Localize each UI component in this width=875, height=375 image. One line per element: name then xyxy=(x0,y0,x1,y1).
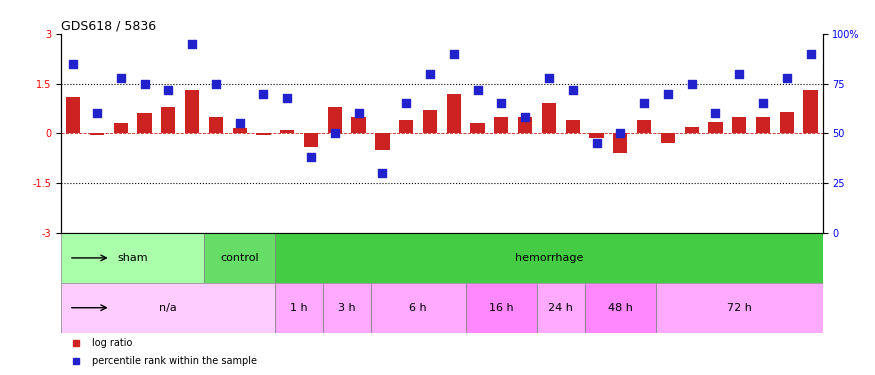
Point xyxy=(304,154,318,160)
Text: percentile rank within the sample: percentile rank within the sample xyxy=(92,356,256,366)
Bar xyxy=(756,117,770,134)
Point xyxy=(494,100,508,106)
Bar xyxy=(732,117,746,134)
Bar xyxy=(471,123,485,134)
Point xyxy=(209,81,223,87)
Bar xyxy=(684,127,699,134)
Point xyxy=(518,114,532,120)
Point xyxy=(423,70,437,76)
Text: 16 h: 16 h xyxy=(489,303,514,313)
Bar xyxy=(256,134,270,135)
Bar xyxy=(423,110,438,134)
Bar xyxy=(661,134,675,143)
Bar xyxy=(137,114,151,134)
Text: hemorrhage: hemorrhage xyxy=(514,253,583,263)
Text: sham: sham xyxy=(117,253,148,263)
Point xyxy=(661,90,675,96)
Bar xyxy=(276,233,822,283)
Point xyxy=(328,130,342,136)
Bar xyxy=(90,134,104,135)
Point xyxy=(471,87,485,93)
Bar xyxy=(328,107,342,134)
Point xyxy=(137,81,151,87)
Bar xyxy=(161,107,175,134)
Text: GDS618 / 5836: GDS618 / 5836 xyxy=(61,20,157,33)
Point xyxy=(780,75,794,81)
Text: 24 h: 24 h xyxy=(549,303,573,313)
Bar xyxy=(466,283,537,333)
Point xyxy=(637,100,651,106)
Point xyxy=(447,51,461,57)
Point xyxy=(90,111,104,117)
Bar xyxy=(304,134,318,147)
Bar xyxy=(613,134,627,153)
Text: 48 h: 48 h xyxy=(608,303,633,313)
Point xyxy=(709,111,723,117)
Bar xyxy=(542,104,556,134)
Point xyxy=(161,87,175,93)
Bar xyxy=(66,97,80,134)
Bar xyxy=(276,283,323,333)
Point xyxy=(756,100,770,106)
Point xyxy=(732,70,746,76)
Bar xyxy=(780,112,794,134)
Point xyxy=(256,90,270,96)
Point xyxy=(590,140,604,146)
Text: log ratio: log ratio xyxy=(92,338,132,348)
Bar xyxy=(494,117,508,134)
Bar xyxy=(375,134,389,150)
Bar xyxy=(446,93,461,134)
Bar xyxy=(323,283,370,333)
Bar xyxy=(399,120,413,134)
Bar xyxy=(185,90,200,134)
Bar xyxy=(280,130,294,134)
Text: 3 h: 3 h xyxy=(338,303,355,313)
Point xyxy=(613,130,627,136)
Point xyxy=(803,51,817,57)
Point xyxy=(66,61,80,67)
Point xyxy=(399,100,413,106)
Bar xyxy=(204,233,276,283)
Point xyxy=(542,75,556,81)
Bar xyxy=(803,90,818,134)
Bar xyxy=(584,283,656,333)
Bar xyxy=(114,123,128,134)
Bar xyxy=(233,128,247,133)
Bar xyxy=(352,117,366,134)
Point xyxy=(375,170,389,176)
Text: 6 h: 6 h xyxy=(410,303,427,313)
Text: 72 h: 72 h xyxy=(727,303,752,313)
Bar xyxy=(590,134,604,138)
Point xyxy=(186,41,200,47)
Point xyxy=(280,94,294,100)
Point xyxy=(114,75,128,81)
Bar xyxy=(61,283,276,333)
Text: 1 h: 1 h xyxy=(290,303,308,313)
Bar xyxy=(637,120,651,134)
Bar xyxy=(656,283,822,333)
Bar xyxy=(537,283,584,333)
Bar xyxy=(565,120,580,134)
Bar xyxy=(709,122,723,134)
Bar xyxy=(209,117,223,134)
Text: n/a: n/a xyxy=(159,303,177,313)
Bar xyxy=(518,117,532,134)
Bar xyxy=(61,233,204,283)
Text: control: control xyxy=(220,253,259,263)
Point xyxy=(352,111,366,117)
Point xyxy=(684,81,698,87)
Bar xyxy=(370,283,466,333)
Point xyxy=(566,87,580,93)
Point xyxy=(233,120,247,126)
